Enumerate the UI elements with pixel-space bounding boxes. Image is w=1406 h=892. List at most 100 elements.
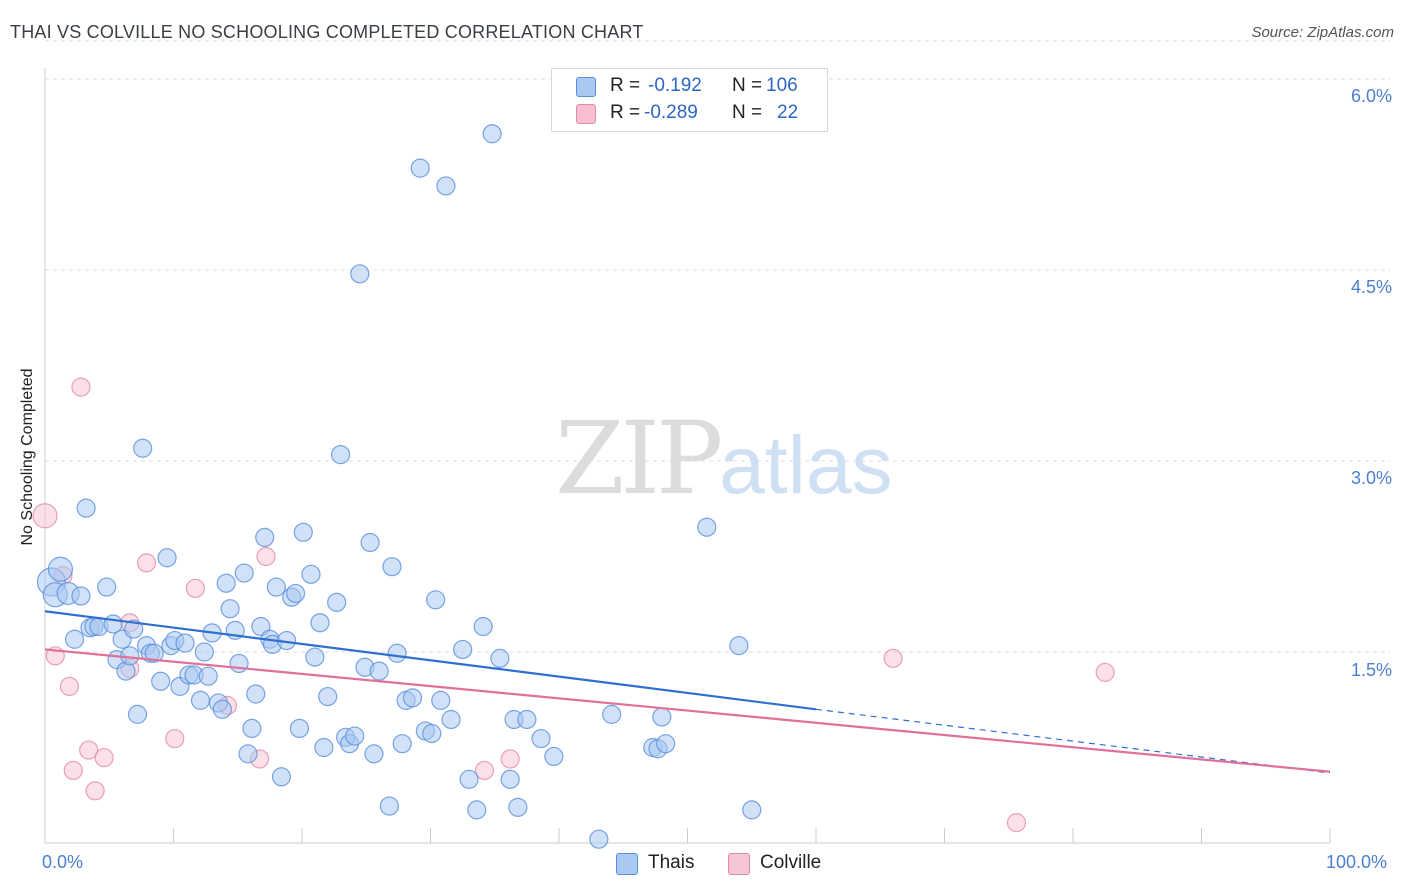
- thais-point: [500, 769, 520, 789]
- thais-point: [216, 573, 236, 593]
- colville-point: [94, 748, 114, 768]
- legend-n-value: 22: [777, 102, 799, 123]
- bottom-legend-label-thais: Thais: [648, 852, 695, 873]
- thais-point: [729, 636, 749, 656]
- thais-point: [602, 704, 622, 724]
- thais-point: [194, 642, 214, 662]
- thais-point: [517, 709, 537, 730]
- x-tick-label-0: 0.0%: [42, 852, 84, 872]
- thais-point: [422, 723, 442, 744]
- thais-point: [238, 744, 258, 764]
- thais-point: [544, 746, 564, 767]
- thais-point: [246, 684, 266, 704]
- colville-point: [474, 760, 495, 781]
- thais-point: [589, 829, 609, 849]
- thais-point: [360, 532, 380, 553]
- y-tick-label-4-5: 4.5%: [1350, 277, 1392, 297]
- thais-point: [212, 699, 232, 719]
- colville-point: [1095, 662, 1115, 682]
- x-tick-label-100: 100.0%: [1326, 852, 1388, 872]
- thais-point: [697, 517, 717, 537]
- colville-point: [32, 503, 58, 529]
- y-tick-label-1-5: 1.5%: [1350, 660, 1392, 680]
- thais-point: [387, 643, 407, 663]
- colville-point: [165, 728, 185, 749]
- thais-point: [71, 586, 91, 606]
- thais-point: [97, 577, 117, 597]
- thais-point: [266, 577, 286, 597]
- watermark: ZIPatlas: [555, 400, 893, 517]
- y-axis-label: No Schooling Completed: [19, 368, 36, 546]
- legend-r-label: R =: [610, 102, 641, 123]
- thais-point: [482, 124, 502, 144]
- thais-point: [350, 264, 370, 284]
- thais-point: [467, 800, 487, 820]
- legend-n-label: N =: [732, 75, 763, 96]
- thais-point: [242, 718, 262, 739]
- legend-r-value: -0.289: [644, 102, 698, 123]
- legend-r-label: R =: [610, 75, 641, 96]
- thais-point: [133, 438, 153, 458]
- bottom-legend-label-colville: Colville: [760, 852, 822, 873]
- thais-point: [652, 707, 672, 727]
- thais-point: [127, 704, 148, 724]
- data-points: [32, 124, 1115, 849]
- thais-point: [345, 726, 365, 746]
- thais-point: [310, 613, 330, 633]
- source-label: Source: ZipAtlas.com: [1251, 24, 1394, 41]
- thais-point: [490, 648, 510, 668]
- thais-point: [285, 583, 306, 604]
- thais-point: [382, 557, 402, 577]
- thais-point: [255, 527, 275, 548]
- thais-point: [271, 767, 292, 787]
- colville-point: [63, 760, 83, 781]
- thais-point: [76, 498, 96, 518]
- thais-point: [392, 734, 412, 754]
- thais-point: [318, 686, 338, 707]
- colville-point: [136, 553, 157, 573]
- thais-point: [441, 709, 461, 730]
- y-tick-label-3: 3.0%: [1350, 468, 1392, 488]
- colville-point: [500, 749, 520, 769]
- thais-point: [426, 590, 446, 610]
- thais-point: [742, 800, 762, 820]
- thais-point: [402, 688, 423, 708]
- thais-point: [175, 633, 195, 653]
- thais-point: [314, 737, 334, 758]
- thais-point: [531, 728, 551, 749]
- thais-point: [151, 671, 171, 691]
- legend-r-value: -0.192: [648, 75, 702, 96]
- legend-swatch-thais: [576, 77, 596, 97]
- trend-lines: [44, 610, 1331, 774]
- thais-point: [229, 653, 249, 674]
- colville-point: [185, 578, 205, 598]
- thais-point: [190, 690, 211, 710]
- thais-point: [453, 639, 473, 660]
- thais-point: [293, 522, 313, 542]
- thais-point: [379, 796, 399, 816]
- thais-point: [410, 158, 430, 178]
- thais-point: [124, 619, 144, 639]
- thais-point: [198, 666, 218, 686]
- colville-point: [71, 377, 91, 397]
- thais-point: [431, 690, 451, 710]
- bottom-legend-swatch-colville: [728, 853, 750, 875]
- thais-point: [327, 592, 347, 612]
- thais-point: [47, 556, 74, 582]
- colville-point: [256, 546, 276, 567]
- watermark-atlas: atlas: [719, 420, 893, 511]
- colville-point: [883, 648, 903, 668]
- colville-point: [59, 676, 80, 696]
- thais-point: [330, 445, 351, 465]
- legend-swatch-colville: [576, 104, 596, 124]
- thais-point: [508, 797, 528, 817]
- legend-n-label: N =: [732, 102, 763, 123]
- grid-lines: [45, 40, 1390, 653]
- axes: [44, 68, 1331, 844]
- y-tick-label-6: 6.0%: [1350, 86, 1392, 106]
- thais-point: [220, 599, 240, 619]
- thais-point: [656, 734, 676, 754]
- colville-point: [1006, 813, 1027, 833]
- legend-n-value: 106: [766, 75, 798, 96]
